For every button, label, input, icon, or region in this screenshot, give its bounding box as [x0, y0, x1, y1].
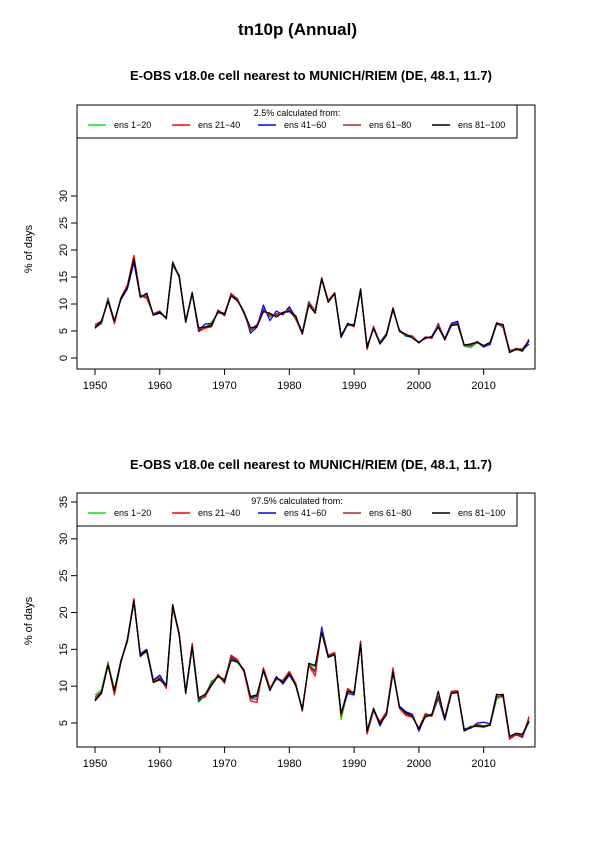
plot-frame — [76, 492, 536, 748]
x-tick-label: 1980 — [277, 380, 301, 392]
series-layer — [94, 597, 530, 740]
y-tick-label: 10 — [58, 298, 70, 310]
legend-title: 97.5% calculated from: — [251, 496, 343, 506]
x-tick-label: 1950 — [83, 380, 107, 392]
legend-label: ens 1−20 — [114, 120, 151, 130]
series-layer — [94, 254, 530, 354]
y-axis: 5 10 15 20 25 30 35 — [58, 496, 78, 726]
legend-label: ens 81−100 — [458, 508, 505, 518]
y-tick-label: 20 — [58, 606, 70, 618]
legend: 97.5% calculated from: ens 1−20 ens 21−40… — [76, 492, 518, 527]
legend-label: ens 61−80 — [369, 120, 411, 130]
legend-title: 2.5% calculated from: — [254, 108, 341, 118]
y-tick-label: 30 — [58, 533, 70, 545]
x-tick-label: 1960 — [148, 380, 172, 392]
x-tick-label: 1970 — [212, 380, 236, 392]
chart-1: E-OBS v18.0e cell nearest to MUNICH/RIEM… — [23, 68, 536, 392]
y-axis-label: % of days — [23, 224, 35, 273]
y-tick-label: 10 — [58, 680, 70, 692]
series-line-4 — [94, 599, 530, 739]
y-tick-label: 20 — [58, 244, 70, 256]
y-tick-label: 30 — [58, 190, 70, 202]
y-axis: 0 5 10 15 20 25 30 — [58, 190, 78, 361]
x-tick-label: 2000 — [407, 758, 431, 770]
series-line-4 — [94, 256, 530, 353]
y-tick-label: 35 — [58, 496, 70, 508]
chart-title: E-OBS v18.0e cell nearest to MUNICH/RIEM… — [130, 457, 492, 472]
x-tick-label: 1970 — [212, 758, 236, 770]
chart-2: E-OBS v18.0e cell nearest to MUNICH/RIEM… — [23, 457, 536, 770]
y-tick-label: 25 — [58, 570, 70, 582]
series-line-5 — [94, 600, 530, 737]
x-axis: 1950 1960 1970 1980 1990 2000 2010 — [83, 746, 496, 770]
legend-label: ens 41−60 — [284, 120, 326, 130]
y-tick-label: 25 — [58, 217, 70, 229]
series-line-2 — [94, 254, 530, 353]
x-tick-label: 1990 — [342, 758, 366, 770]
y-tick-label: 5 — [58, 328, 70, 334]
y-tick-label: 5 — [58, 720, 70, 726]
legend-label: ens 21−40 — [198, 508, 240, 518]
page-title: tn10p (Annual) — [238, 20, 357, 39]
x-tick-label: 1980 — [277, 758, 301, 770]
x-axis: 1950 1960 1970 1980 1990 2000 2010 — [83, 368, 496, 392]
x-tick-label: 2010 — [471, 380, 495, 392]
y-tick-label: 15 — [58, 643, 70, 655]
x-tick-label: 1990 — [342, 380, 366, 392]
legend: 2.5% calculated from: ens 1−20 ens 21−40 e… — [76, 104, 518, 139]
series-line-5 — [94, 258, 530, 354]
legend-label: ens 1−20 — [114, 508, 151, 518]
legend-label: ens 41−60 — [284, 508, 326, 518]
legend-box — [76, 104, 518, 139]
legend-box — [76, 492, 518, 527]
legend-label: ens 81−100 — [458, 120, 505, 130]
x-tick-label: 2010 — [471, 758, 495, 770]
series-line-1 — [94, 257, 530, 352]
x-tick-label: 2000 — [407, 380, 431, 392]
x-tick-label: 1960 — [148, 758, 172, 770]
x-tick-label: 1950 — [83, 758, 107, 770]
legend-label: ens 61−80 — [369, 508, 411, 518]
y-axis-label: % of days — [23, 596, 35, 645]
y-tick-label: 15 — [58, 271, 70, 283]
y-tick-label: 0 — [58, 355, 70, 361]
plot-frame — [76, 104, 536, 370]
legend-label: ens 21−40 — [198, 120, 240, 130]
chart-title: E-OBS v18.0e cell nearest to MUNICH/RIEM… — [130, 68, 492, 83]
